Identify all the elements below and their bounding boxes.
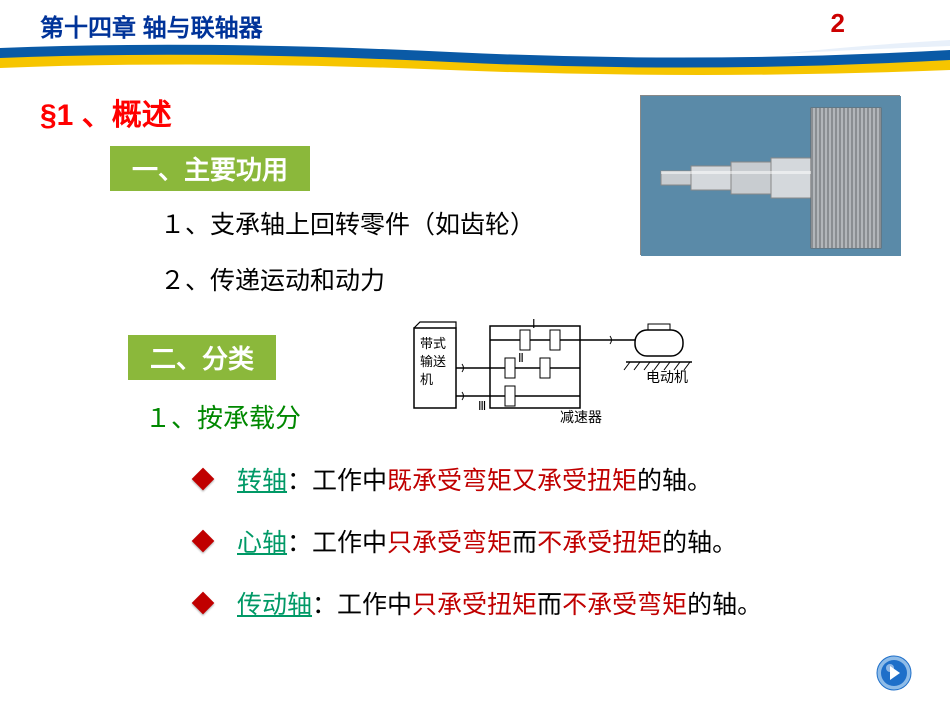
next-button[interactable] <box>876 655 912 691</box>
heading-main-function: 一、主要功用 <box>110 146 310 191</box>
diamond-bullet-icon <box>192 468 215 491</box>
slide-header: 第十四章 轴与联轴器 2 <box>0 0 950 80</box>
bullet-item-rotating-shaft: 转轴：工作中既承受弯矩又承受扭矩的轴。 <box>195 461 910 497</box>
function-item-2: ２、传递运动和动力 <box>160 261 910 297</box>
chapter-title: 第十四章 轴与联轴器 <box>40 8 910 43</box>
shaft-type-list: 转轴：工作中既承受弯矩又承受扭矩的轴。 心轴：工作中只承受弯矩而不承受扭矩的轴。… <box>195 461 910 621</box>
term-rotating-shaft[interactable]: 转轴 <box>237 467 287 495</box>
section-title: §1 、概述 <box>40 90 910 134</box>
slide-content: §1 、概述 一、主要功用 １、支承轴上回转零件（如齿轮） ２、传递运动和动力 … <box>0 80 950 621</box>
classification-by-load: １、按承载分 <box>145 398 910 435</box>
term-transmission-shaft[interactable]: 传动轴 <box>237 591 312 619</box>
function-item-1: １、支承轴上回转零件（如齿轮） <box>160 205 910 241</box>
diamond-bullet-icon <box>192 592 215 615</box>
heading-classification: 二、分类 <box>128 335 276 380</box>
bullet-item-mandrel: 心轴：工作中只承受弯矩而不承受扭矩的轴。 <box>195 523 910 559</box>
header-swoosh <box>0 40 950 80</box>
term-mandrel[interactable]: 心轴 <box>237 529 287 557</box>
diamond-bullet-icon <box>192 530 215 553</box>
bullet-item-transmission-shaft: 传动轴：工作中只承受扭矩而不承受弯矩的轴。 <box>195 585 910 621</box>
page-number: 2 <box>831 8 845 39</box>
